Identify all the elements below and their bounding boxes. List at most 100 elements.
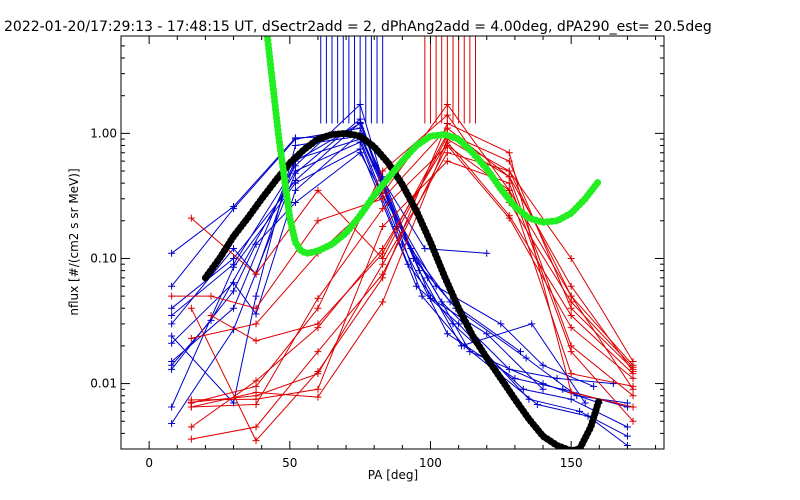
blue-trace-11-point-8 <box>528 320 536 328</box>
red-trace-9-point-7 <box>567 348 575 356</box>
green-model-curve <box>263 36 603 257</box>
red-trace-9-point-5 <box>443 157 451 165</box>
red-trace-1-point-1 <box>187 214 195 222</box>
blue-trace-7-point-1 <box>168 403 176 411</box>
red-trace-5-point-1 <box>187 423 195 431</box>
red-trace-10-point-4 <box>379 249 387 257</box>
red-trace-11-point-4 <box>379 205 387 213</box>
red-trace-3 <box>187 101 637 369</box>
red-trace-4 <box>187 111 637 407</box>
red-trace-6-point-1 <box>187 435 195 443</box>
red-trace-2-point-4 <box>314 217 322 225</box>
red-trace-9-point-3 <box>314 385 322 393</box>
blue-trace-3-point-1 <box>168 304 176 312</box>
red-trace-3-point-1 <box>187 334 195 342</box>
blue-trace-12-point-7 <box>466 348 474 356</box>
blue-trace-4-point-9 <box>609 380 617 388</box>
x-tick-label-0: 0 <box>145 456 153 470</box>
red-trace-8-point-6 <box>505 173 513 181</box>
red-trace-4-point-4 <box>379 167 387 175</box>
blue-trace-12-point-8 <box>539 380 547 388</box>
red-trace-8-point-8 <box>629 392 637 400</box>
red-trace-11-point-1 <box>187 403 195 411</box>
y-tick-label-1: 0.01 <box>90 377 117 391</box>
blue-trace-3-point-7 <box>497 320 505 328</box>
y-tick-label-3: 1.00 <box>90 126 117 140</box>
red-trace-line-11 <box>191 144 634 408</box>
red-trace-12 <box>187 119 637 445</box>
blue-trace-12-point-2 <box>230 287 238 295</box>
blue-trace-9-point-1 <box>168 339 176 347</box>
red-trace-9-point-1 <box>187 396 195 404</box>
red-trace-6-point-3 <box>314 348 322 356</box>
red-trace-11-point-2 <box>252 401 260 409</box>
red-trace-10-point-8 <box>629 365 637 373</box>
red-trace-2-point-1 <box>168 292 176 300</box>
red-trace-9-point-6 <box>505 179 513 187</box>
blue-trace-5-point-7 <box>511 374 519 382</box>
blue-trace-2-point-7 <box>483 330 491 338</box>
blue-trace-10-point-8 <box>522 354 530 362</box>
chart-title: 2022-01-20/17:29:13 - 17:48:15 UT, dSect… <box>4 19 712 35</box>
blue-trace-6-point-7 <box>519 385 527 393</box>
blue-trace-8-point-1 <box>168 419 176 427</box>
red-trace-11-point-3 <box>314 294 322 302</box>
blue-trace-11-point-9 <box>581 399 589 407</box>
blue-trace-9-point-4 <box>291 186 299 194</box>
red-trace-11-point-8 <box>629 382 637 390</box>
blue-trace-11-point-4 <box>291 141 299 149</box>
blue-trace-line-9 <box>171 132 521 353</box>
red-trace-5-point-2 <box>252 377 260 385</box>
blue-trace-4 <box>168 101 617 388</box>
x-axis-title: PA [deg] <box>368 468 418 482</box>
blue-trace-7-point-3 <box>291 179 299 187</box>
red-trace-line-7 <box>191 152 634 403</box>
blue-trace-9-point-2 <box>230 279 238 287</box>
red-trace-11-point-5 <box>443 141 451 149</box>
red-trace-5-point-7 <box>567 312 575 320</box>
blue-trace-5-point-6 <box>443 330 451 338</box>
blue-trace-10-point-1 <box>168 320 176 328</box>
red-trace-12-point-3 <box>314 367 322 375</box>
blue-trace-6-point-9 <box>623 423 631 431</box>
red-trace-6-point-8 <box>629 374 637 382</box>
red-trace-3-point-2 <box>252 320 260 328</box>
axes-layer: 0 50 100 150 0.01 0.10 1.00 <box>90 35 664 470</box>
red-trace-12-point-8 <box>629 403 637 411</box>
blue-trace-5-point-2 <box>230 304 238 312</box>
red-trace-11-point-7 <box>567 370 575 378</box>
blue-trace-11-point-7 <box>457 342 465 350</box>
red-trace-12-point-2 <box>252 437 260 445</box>
blue-trace-11-point-3 <box>252 292 260 300</box>
red-trace-6-point-6 <box>505 214 513 222</box>
red-trace-11-point-6 <box>505 186 513 194</box>
red-trace-1-point-2 <box>252 270 260 278</box>
blue-trace-2-point-2 <box>230 205 238 213</box>
blue-trace-8-point-8 <box>584 412 592 420</box>
blue-trace-11-point-6 <box>415 267 423 275</box>
red-trace-line-10 <box>210 132 634 370</box>
blue-trace-line-10 <box>171 122 628 404</box>
red-trace-1-point-7 <box>567 254 575 262</box>
red-trace-7-point-4 <box>379 260 387 268</box>
data-layer <box>168 36 637 449</box>
red-trace-12-point-6 <box>505 149 513 157</box>
red-trace-12-point-1 <box>187 304 195 312</box>
black-model-curve-line <box>201 129 603 449</box>
red-trace-5 <box>187 138 637 431</box>
blue-trace-7-point-6 <box>455 320 463 328</box>
red-trace-line-1 <box>190 135 634 362</box>
blue-trace-6-point-8 <box>567 395 575 403</box>
y-tick-label-2: 0.10 <box>90 251 117 265</box>
x-tick-label-150: 150 <box>560 456 583 470</box>
blue-trace-3-point-8 <box>539 361 547 369</box>
black-model-curve <box>201 129 603 449</box>
red-trace-line-8 <box>191 138 634 408</box>
red-trace-12-point-7 <box>567 388 575 396</box>
red-trace-9-point-8 <box>629 417 637 425</box>
blue-trace-7-point-2 <box>230 263 238 271</box>
blue-trace-8-point-3 <box>291 169 299 177</box>
blue-trace-7 <box>168 145 631 440</box>
blue-trace-8-point-7 <box>533 401 541 409</box>
